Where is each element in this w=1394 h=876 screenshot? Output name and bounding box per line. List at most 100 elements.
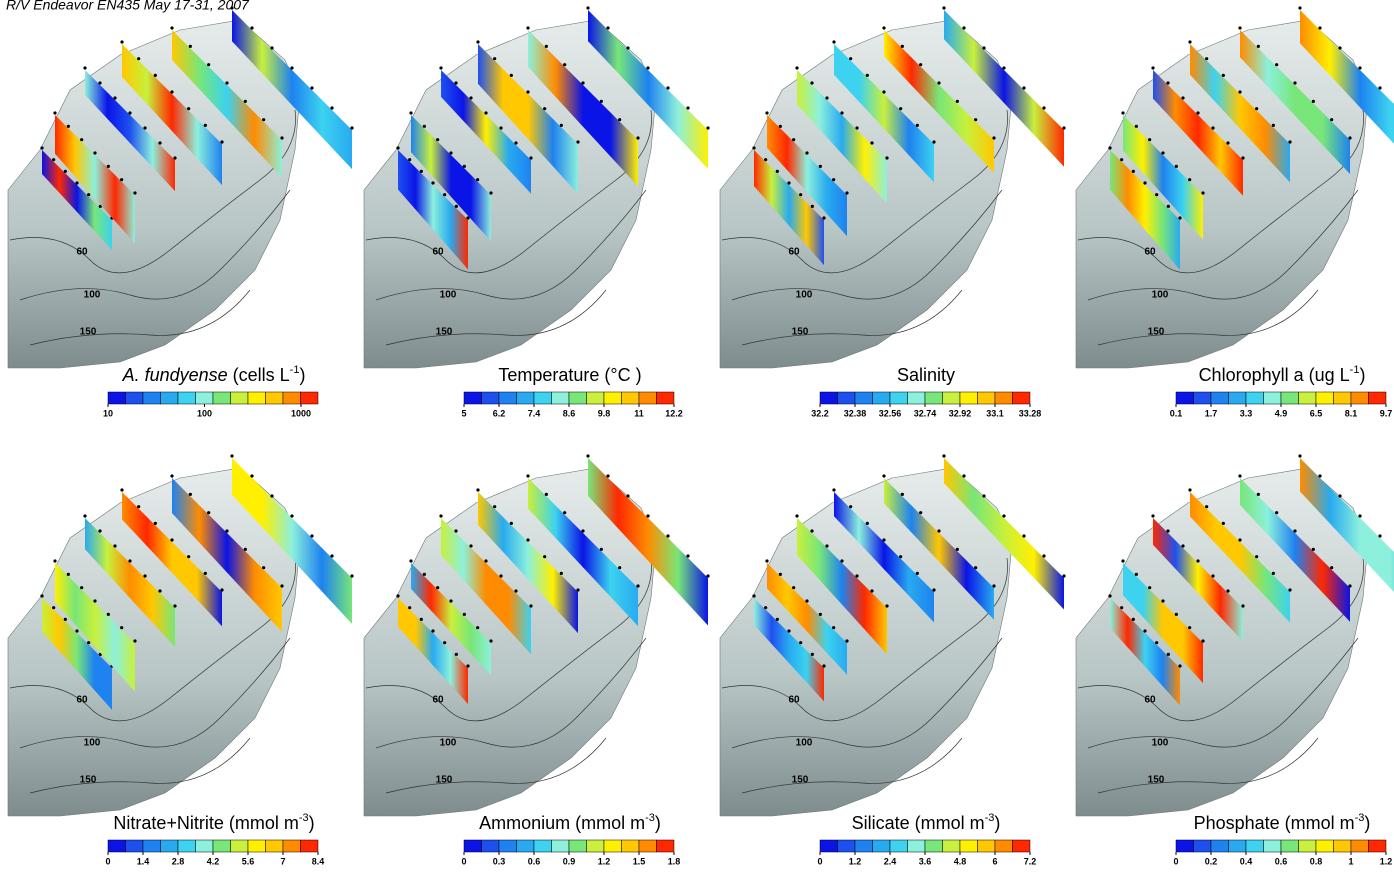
station <box>899 107 903 111</box>
colorbar-cell <box>195 839 214 853</box>
station <box>170 538 174 542</box>
colorbar-cell <box>1280 839 1299 853</box>
station <box>250 26 254 30</box>
colorbar-cell <box>854 391 873 405</box>
contour <box>19 637 291 749</box>
colorbar-cell <box>107 391 126 405</box>
station <box>626 46 630 50</box>
station <box>1188 178 1192 182</box>
station <box>1288 588 1292 592</box>
station <box>1238 90 1242 94</box>
contour-label: 60 <box>432 695 444 706</box>
station <box>915 123 919 127</box>
colorbar-cell <box>1012 391 1031 405</box>
station <box>1318 26 1322 30</box>
colorbar-tick-label: 0.8 <box>1310 856 1323 866</box>
station <box>752 594 756 598</box>
colorbar-tick-label: 32.38 <box>844 408 867 418</box>
station <box>120 488 124 492</box>
station <box>992 136 996 140</box>
station <box>419 617 423 621</box>
station <box>509 73 513 77</box>
contour <box>29 737 251 794</box>
station <box>636 584 640 588</box>
station <box>40 594 44 598</box>
station <box>80 586 84 590</box>
station <box>1151 514 1155 518</box>
station <box>915 571 919 575</box>
station <box>1166 652 1170 656</box>
colorbar-tick-label: 0.6 <box>528 856 541 866</box>
station <box>493 505 497 509</box>
colorbar-cell <box>1228 839 1247 853</box>
station <box>113 96 117 100</box>
station <box>98 81 102 85</box>
station <box>137 505 141 509</box>
contour-label: 100 <box>84 290 101 301</box>
colorbar-cell <box>638 391 657 405</box>
station <box>493 57 497 61</box>
station <box>1293 529 1297 533</box>
panel: 60 100 150 A. fundyense (cells L-1) 10 100 100… <box>7 6 354 418</box>
station <box>543 555 547 559</box>
panel-title: Phosphate (mmol m-3) <box>1194 812 1371 833</box>
station <box>576 588 580 592</box>
station <box>982 494 986 498</box>
station <box>436 138 440 142</box>
station <box>885 156 889 160</box>
station <box>170 26 174 30</box>
station <box>1311 547 1315 551</box>
transect <box>944 10 1064 167</box>
station <box>870 141 874 145</box>
station <box>422 572 426 576</box>
station <box>469 544 473 548</box>
colorbar-cell <box>498 391 517 405</box>
station <box>646 514 650 518</box>
colorbar-cell <box>177 839 196 853</box>
colorbar-cell <box>1210 839 1229 853</box>
colorbar-cell <box>1263 391 1282 405</box>
station <box>1238 474 1242 478</box>
transect <box>834 492 934 623</box>
station <box>143 126 147 130</box>
station <box>606 474 610 478</box>
transect <box>122 44 222 186</box>
station <box>832 626 836 630</box>
station <box>63 617 67 621</box>
contour-label: 100 <box>440 738 457 749</box>
colorbar-cell <box>516 839 535 853</box>
station <box>1271 571 1275 575</box>
colorbar-tick-label: 4.2 <box>207 856 220 866</box>
colorbar-cell <box>942 391 961 405</box>
panel: 60 100 150 Phosphate (mmol m-3) 0 0.2 0.4 0.6 0.… <box>1075 454 1394 866</box>
station <box>454 81 458 85</box>
title-part: -3 <box>299 812 309 824</box>
station <box>636 136 640 140</box>
colorbar-cell <box>994 839 1013 853</box>
colorbar-cell <box>265 839 284 853</box>
colorbar-cell <box>516 391 535 405</box>
contour <box>1097 289 1319 346</box>
colorbar-cell <box>924 391 943 405</box>
transect <box>172 478 282 632</box>
station <box>1178 664 1182 668</box>
station <box>63 169 67 173</box>
panel-title: Chlorophyll a (ug L-1) <box>1199 364 1366 385</box>
station <box>1134 124 1138 128</box>
contour <box>385 737 607 794</box>
station <box>544 492 548 496</box>
station <box>845 639 849 643</box>
transect <box>1123 115 1203 240</box>
station <box>443 193 447 197</box>
station <box>865 521 869 525</box>
station <box>484 559 488 563</box>
station <box>1378 534 1382 538</box>
transect <box>528 30 638 187</box>
station <box>526 538 530 542</box>
station <box>53 559 57 563</box>
station <box>75 629 79 633</box>
colorbar-cell <box>107 839 126 853</box>
panel: 60 100 150 Silicate (mmol m-3) 0 1.2 2.4 3.6 4.8… <box>719 454 1066 866</box>
transect <box>797 70 887 204</box>
station <box>431 181 435 185</box>
